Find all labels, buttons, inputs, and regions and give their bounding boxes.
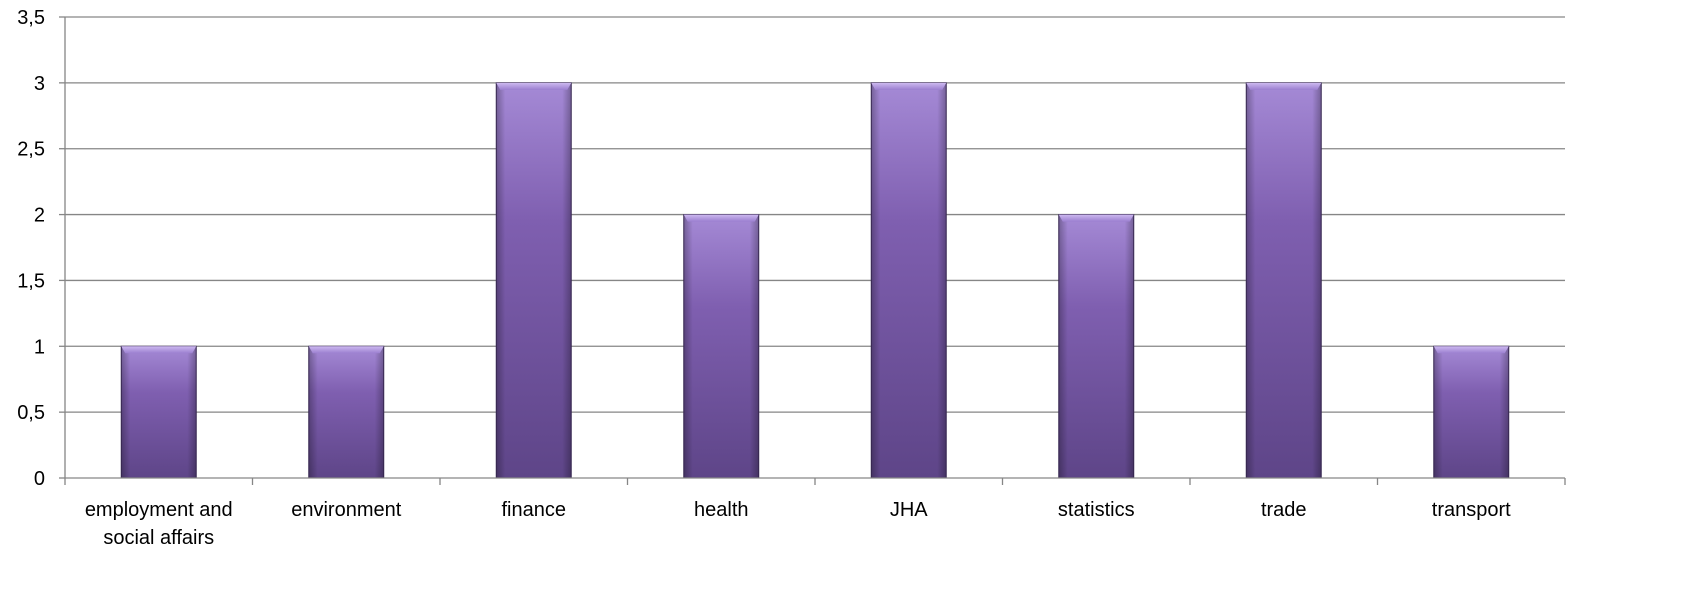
labels: 0 0,5 1 1,5 2 2,5 3 3,5 employment and social aff… [17,7,1511,549]
bar-bevel [1058,214,1134,222]
y-tick-label: 2 [34,205,45,227]
bar-shading [1433,346,1509,478]
bar-bevel [121,346,197,354]
x-category-label: finance [502,499,567,521]
bar-shading [496,82,572,478]
bar [495,82,572,479]
axes [59,16,1566,485]
y-tick-label: 1,5 [17,270,45,292]
x-category-label: JHA [890,499,928,521]
bar-bevel [871,82,947,90]
bar [1433,345,1510,479]
bar [1245,82,1322,479]
bar-shading [683,214,759,479]
bar [683,214,760,479]
bar-shading [308,346,384,478]
bar-bevel [308,346,384,354]
x-category-label: trade [1261,499,1307,521]
x-category-label: social affairs [103,527,214,549]
bar-shading [121,346,197,478]
bar [308,345,385,479]
x-category-label: employment and [85,499,233,521]
x-category-label: transport [1432,499,1511,521]
y-tick-label: 2,5 [17,139,45,161]
y-tick-label: 3,5 [17,7,45,29]
x-category-label: health [694,499,749,521]
x-category-label: statistics [1058,499,1135,521]
x-category-label: environment [291,499,402,521]
gridlines [65,16,1565,413]
y-tick-label: 0 [34,468,45,490]
bar [1058,214,1135,479]
bar-bevel [1246,82,1322,90]
bar-shading [871,82,947,478]
bars [120,82,1510,479]
bar-bevel [683,214,759,222]
y-tick-label: 0,5 [17,402,45,424]
bar-bevel [496,82,572,90]
bar-shading [1246,82,1322,478]
y-tick-label: 1 [34,336,45,358]
y-tick-label: 3 [34,73,45,95]
bar-shading [1058,214,1134,479]
bar-bevel [1433,346,1509,354]
bar [120,345,197,479]
bar [870,82,947,479]
